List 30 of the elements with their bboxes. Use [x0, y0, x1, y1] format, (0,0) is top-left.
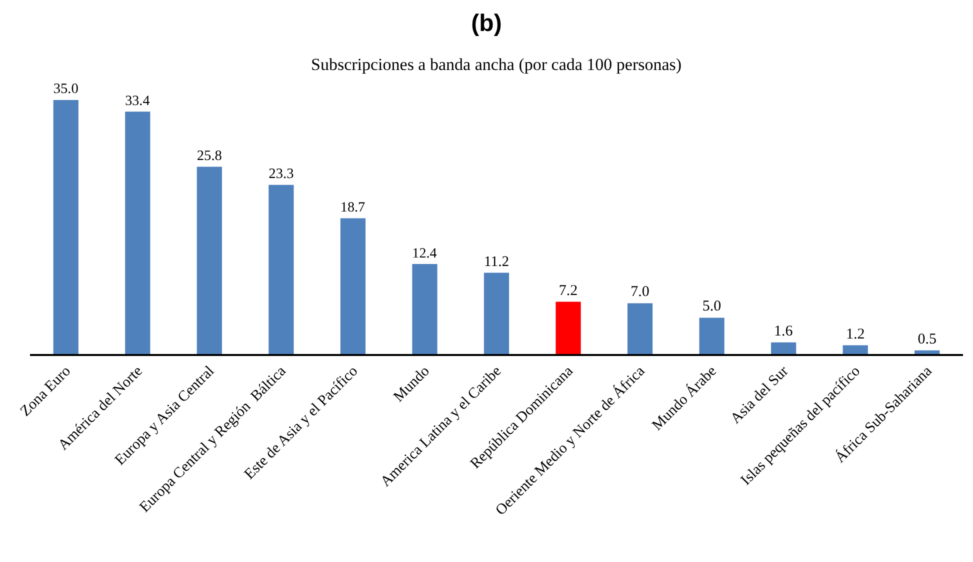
data-label: 5.0 [702, 298, 722, 315]
data-label: 18.7 [340, 200, 366, 216]
data-label: 1.2 [846, 326, 865, 342]
data-label: 7.2 [558, 282, 578, 299]
bar [556, 302, 581, 354]
data-label: 25.8 [196, 148, 222, 164]
data-label: 1.6 [774, 323, 794, 340]
bar [842, 345, 868, 354]
data-label: 12.4 [412, 245, 437, 262]
data-label: 0.5 [918, 331, 936, 348]
data-label: 23.3 [268, 166, 294, 182]
x-tick-label: Asia del Sur [728, 363, 792, 428]
bar [412, 264, 438, 354]
bar [771, 342, 796, 354]
bar [484, 272, 510, 354]
data-label: 33.4 [125, 92, 150, 109]
bar [627, 303, 653, 354]
bar [914, 350, 940, 354]
chart-title: (b) [471, 10, 502, 37]
data-label: 35.0 [53, 81, 78, 98]
bar [268, 184, 294, 354]
data-label: 11.2 [484, 254, 510, 270]
bar [53, 100, 78, 354]
bar [125, 112, 150, 354]
bar [196, 166, 222, 354]
data-label: 7.0 [630, 284, 650, 300]
x-tick-label: Zona Euro [18, 363, 74, 420]
bar [340, 218, 366, 354]
chart-subtitle: Subscripciones a banda ancha (por cada 100 personas) [311, 55, 682, 74]
bar [699, 318, 724, 354]
